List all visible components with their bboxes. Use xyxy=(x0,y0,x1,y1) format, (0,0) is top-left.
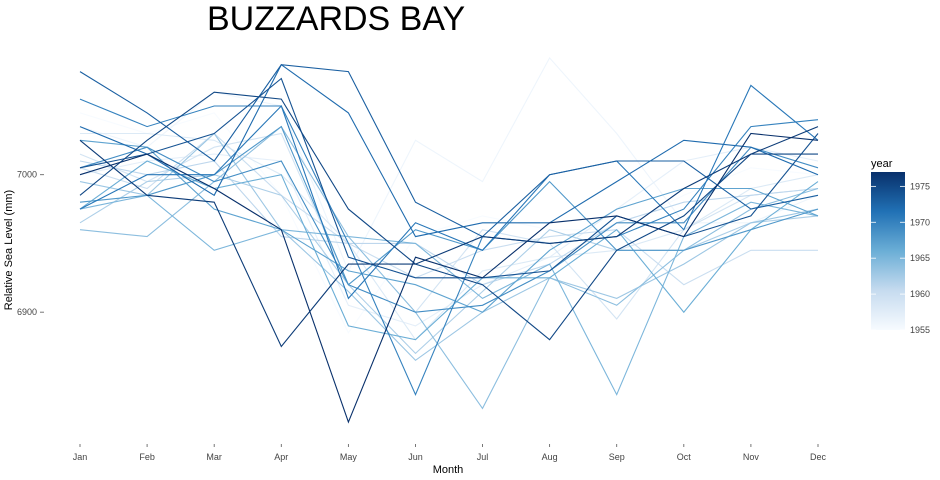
legend-tick-label: 1960 xyxy=(910,289,930,299)
series-line-1977 xyxy=(79,132,819,424)
series-line-1971 xyxy=(79,84,819,300)
series-line-1972 xyxy=(79,63,819,238)
series-line-1973 xyxy=(79,64,819,238)
legend-ticks: 1955 1960 1965 1970 1975 xyxy=(871,181,930,335)
series-line-1976 xyxy=(79,126,819,348)
legend: year 1955 1960 1965 1970 1975 xyxy=(871,158,930,335)
legend-tick-label: 1975 xyxy=(910,181,930,191)
y-tick-label: 7000 xyxy=(17,170,37,180)
x-tick-label: Feb xyxy=(139,452,155,462)
legend-tick-label: 1955 xyxy=(910,325,930,335)
series-line-1970 xyxy=(79,98,819,396)
x-tick-label: Mar xyxy=(206,452,222,462)
x-tick-label: May xyxy=(340,452,358,462)
chart-title: BUZZARDS BAY xyxy=(207,0,465,38)
x-tick-label: Aug xyxy=(542,452,558,462)
x-tick-label: Sep xyxy=(609,452,625,462)
x-tick-label: Jul xyxy=(477,452,489,462)
series-line-1956 xyxy=(79,56,819,273)
x-tick-label: Nov xyxy=(743,452,760,462)
legend-colorbar xyxy=(871,172,905,330)
series-line-1958 xyxy=(80,132,819,341)
x-tick-label: Dec xyxy=(810,452,827,462)
series-line-1974 xyxy=(79,77,819,279)
x-axis: Jan Feb Mar Apr May Jun Jul Aug Sep Oct Nov Dec xyxy=(73,444,827,462)
legend-title: year xyxy=(871,158,893,170)
y-axis: 6900 7000 xyxy=(17,170,44,317)
x-tick-label: Apr xyxy=(274,452,288,462)
series-line-1975 xyxy=(79,91,818,341)
plot-area xyxy=(79,56,819,424)
series-line-1969 xyxy=(79,146,819,313)
x-tick-label: Jun xyxy=(408,452,423,462)
series-line-1967 xyxy=(79,139,819,313)
series-line-1965 xyxy=(79,194,819,396)
series-line-1964 xyxy=(79,125,819,410)
series-line-1955 xyxy=(79,112,819,334)
legend-tick-label: 1965 xyxy=(910,253,930,263)
series-line-1968 xyxy=(79,125,819,286)
series-line-1961 xyxy=(79,160,819,286)
x-axis-title: Month xyxy=(433,464,464,476)
series-line-1963 xyxy=(79,132,819,362)
x-tick-label: Jan xyxy=(73,452,88,462)
x-tick-label: Oct xyxy=(677,452,692,462)
y-axis-title: Relative Sea Level (mm) xyxy=(3,190,15,310)
legend-tick-label: 1970 xyxy=(910,217,930,227)
y-tick-label: 6900 xyxy=(17,307,37,317)
